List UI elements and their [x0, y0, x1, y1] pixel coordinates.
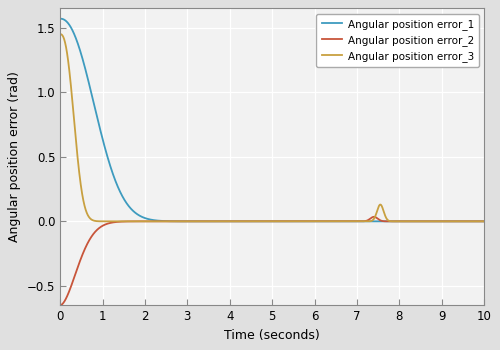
Angular position error_2 [134, 219, 140, 223]
Angular position error_2 [371, 215, 377, 219]
Angular position error_3 [406, 219, 412, 223]
Line: Angular position error_2: Angular position error_2 [60, 217, 484, 305]
Angular position error_1 [406, 219, 412, 223]
Angular position error_3 [57, 32, 63, 36]
Angular position error_1 [219, 219, 225, 223]
Angular position error_1 [57, 16, 63, 21]
Angular position error_2 [333, 219, 339, 223]
Legend: Angular position error_1, Angular position error_2, Angular position error_3: Angular position error_1, Angular positi… [316, 14, 479, 67]
X-axis label: Time (seconds): Time (seconds) [224, 329, 320, 342]
Angular position error_3 [219, 219, 225, 223]
Angular position error_1 [333, 219, 339, 223]
Angular position error_2 [219, 219, 225, 223]
Angular position error_2 [374, 216, 380, 220]
Angular position error_1 [481, 219, 487, 223]
Angular position error_3 [134, 219, 140, 223]
Angular position error_3 [333, 219, 339, 223]
Angular position error_3 [268, 219, 274, 223]
Angular position error_1 [312, 219, 318, 223]
Angular position error_2 [406, 219, 412, 223]
Angular position error_3 [312, 219, 318, 223]
Line: Angular position error_1: Angular position error_1 [60, 19, 484, 221]
Angular position error_3 [481, 219, 487, 223]
Angular position error_3 [374, 210, 380, 215]
Angular position error_1 [134, 212, 140, 216]
Angular position error_2 [481, 219, 487, 223]
Angular position error_2 [312, 219, 318, 223]
Angular position error_1 [374, 219, 380, 223]
Angular position error_2 [57, 303, 63, 307]
Y-axis label: Angular position error (rad): Angular position error (rad) [8, 71, 22, 242]
Line: Angular position error_3: Angular position error_3 [60, 34, 484, 221]
